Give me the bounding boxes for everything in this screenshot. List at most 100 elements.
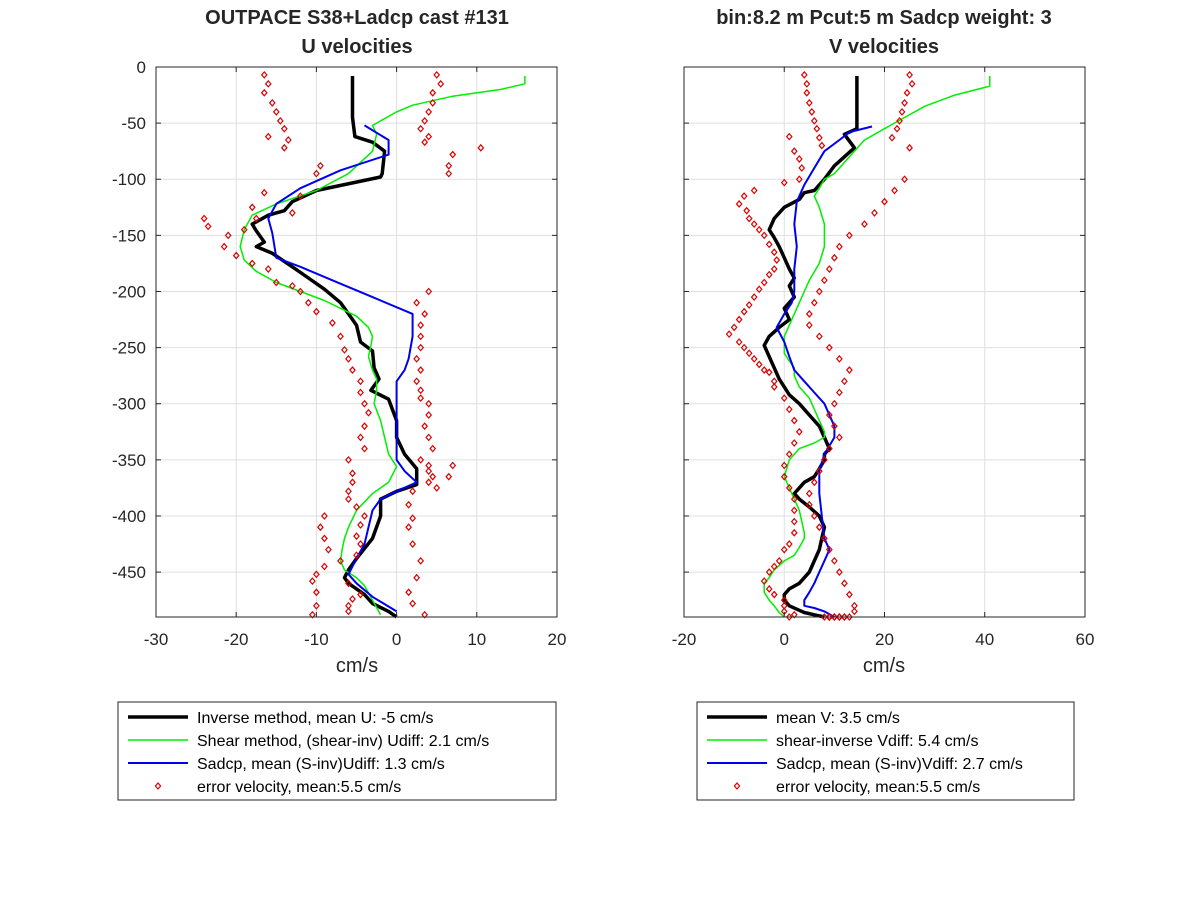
u-error-velocity-point bbox=[313, 588, 320, 597]
u-error-velocity-point bbox=[405, 500, 413, 509]
v-error-velocity-point bbox=[818, 141, 826, 150]
legend-entry-label: Sadcp, mean (S-inv)Vdiff: 2.7 cm/s bbox=[776, 756, 1023, 773]
u-y-tick-label: -400 bbox=[112, 507, 146, 526]
v-error-velocity-point bbox=[765, 240, 773, 249]
u-error-velocity-point bbox=[313, 169, 320, 178]
v-error-velocity-point bbox=[760, 577, 768, 585]
u-error-velocity-point bbox=[417, 366, 425, 374]
v-error-velocity-point bbox=[835, 354, 843, 363]
u-error-velocity-point bbox=[264, 79, 272, 88]
u-error-velocity-point bbox=[361, 444, 368, 453]
u-error-velocity-point bbox=[417, 556, 425, 565]
v-error-velocity-point bbox=[775, 556, 783, 565]
v-error-velocity-point bbox=[825, 444, 833, 453]
v-error-velocity-point bbox=[780, 178, 788, 187]
v-series-line-2 bbox=[775, 125, 873, 618]
v-error-velocity-point bbox=[813, 124, 821, 133]
u-error-velocity-point bbox=[296, 192, 304, 200]
u-error-velocity-point bbox=[248, 259, 256, 268]
v-error-velocity-point bbox=[891, 186, 898, 195]
u-legend: Inverse method, mean U: -5 cm/s Shear met… bbox=[117, 701, 557, 801]
v-error-velocity-point bbox=[835, 433, 843, 442]
v-error-velocity-point bbox=[785, 132, 793, 141]
u-error-velocity-point bbox=[353, 532, 360, 541]
u-error-velocity-point bbox=[357, 388, 364, 397]
u-error-velocity-point bbox=[304, 298, 312, 307]
u-error-velocity-point bbox=[449, 150, 457, 159]
u-error-velocity-point bbox=[308, 610, 316, 619]
u-error-velocity-point bbox=[417, 332, 425, 341]
u-error-velocity-point bbox=[425, 107, 433, 116]
v-error-velocity-point bbox=[740, 192, 748, 200]
legend-marker bbox=[733, 782, 741, 790]
u-error-velocity-point bbox=[349, 469, 356, 478]
v-error-velocity-point bbox=[735, 338, 743, 346]
u-error-velocity-point bbox=[417, 394, 425, 403]
v-x-tick-label: 60 bbox=[1076, 630, 1095, 649]
u-error-velocity-point bbox=[345, 487, 352, 496]
v-series-group bbox=[725, 70, 991, 621]
v-error-velocity-point bbox=[750, 293, 758, 302]
u-error-velocity-point bbox=[353, 551, 360, 560]
v-error-velocity-point bbox=[815, 287, 823, 296]
u-error-velocity-point bbox=[329, 319, 336, 327]
v-error-velocity-point bbox=[798, 164, 806, 172]
v-error-velocity-point bbox=[790, 528, 798, 537]
v-error-velocity-point bbox=[825, 613, 833, 621]
u-plot-area bbox=[156, 67, 557, 617]
u-y-tick-label: -100 bbox=[112, 170, 146, 189]
u-error-velocity-point bbox=[365, 408, 372, 417]
v-error-velocity-point bbox=[830, 253, 838, 262]
u-error-velocity-point bbox=[409, 487, 417, 496]
u-error-velocity-point bbox=[425, 478, 433, 487]
v-error-velocity-point bbox=[750, 354, 758, 363]
u-error-velocity-point bbox=[349, 366, 356, 374]
u-error-velocity-point bbox=[409, 540, 417, 548]
v-error-velocity-point bbox=[780, 472, 788, 481]
v-error-velocity-point bbox=[725, 330, 733, 339]
v-error-velocity-point bbox=[770, 248, 778, 257]
v-error-velocity-point bbox=[790, 517, 798, 526]
v-error-velocity-point bbox=[808, 107, 816, 116]
v-error-velocity-point bbox=[901, 175, 908, 184]
v-error-velocity-point bbox=[760, 231, 768, 240]
u-y-tick-label: -150 bbox=[112, 226, 146, 245]
v-error-velocity-point bbox=[795, 155, 803, 163]
u-error-velocity-point bbox=[232, 251, 240, 260]
u-y-tick-label: -250 bbox=[112, 339, 146, 358]
v-error-velocity-point bbox=[815, 523, 823, 532]
v-error-velocity-point bbox=[790, 495, 798, 504]
v-error-velocity-point bbox=[846, 613, 853, 621]
u-error-velocity-point bbox=[200, 214, 208, 223]
u-panel-title-line1: OUTPACE S38+Ladcp cast #131 bbox=[205, 7, 509, 29]
v-error-velocity-point bbox=[770, 562, 778, 571]
u-error-velocity-point bbox=[321, 562, 328, 571]
v-error-velocity-point bbox=[745, 214, 753, 223]
v-error-velocity-point bbox=[765, 270, 773, 279]
u-error-velocity-point bbox=[429, 88, 437, 97]
v-error-velocity-point bbox=[780, 545, 788, 554]
v-error-velocity-point bbox=[790, 147, 798, 156]
u-error-velocity-point bbox=[445, 161, 453, 170]
u-error-velocity-point bbox=[260, 70, 268, 79]
u-velocity-panel: OUTPACE S38+Ladcp cast #131 U velocities… bbox=[112, 7, 566, 677]
v-error-velocity-point bbox=[745, 349, 753, 358]
u-error-velocity-point bbox=[425, 132, 433, 141]
v-error-velocity-point bbox=[785, 484, 793, 492]
u-error-velocity-point bbox=[321, 512, 328, 520]
u-x-axis-label: cm/s bbox=[336, 655, 378, 677]
u-error-velocity-point bbox=[264, 132, 272, 141]
u-error-velocity-point bbox=[272, 278, 280, 287]
v-error-velocity-point bbox=[805, 310, 813, 318]
u-error-velocity-point bbox=[357, 590, 364, 599]
u-error-velocity-point bbox=[417, 455, 425, 464]
u-x-tick-label: 20 bbox=[548, 630, 567, 649]
u-error-velocity-point bbox=[413, 573, 421, 582]
u-error-velocity-point bbox=[248, 203, 256, 212]
u-error-velocity-point bbox=[425, 411, 433, 419]
u-gridlines bbox=[155, 66, 558, 617]
u-error-velocity-point bbox=[361, 399, 368, 408]
u-error-velocity-point bbox=[445, 169, 453, 178]
v-error-velocity-point bbox=[740, 343, 748, 352]
